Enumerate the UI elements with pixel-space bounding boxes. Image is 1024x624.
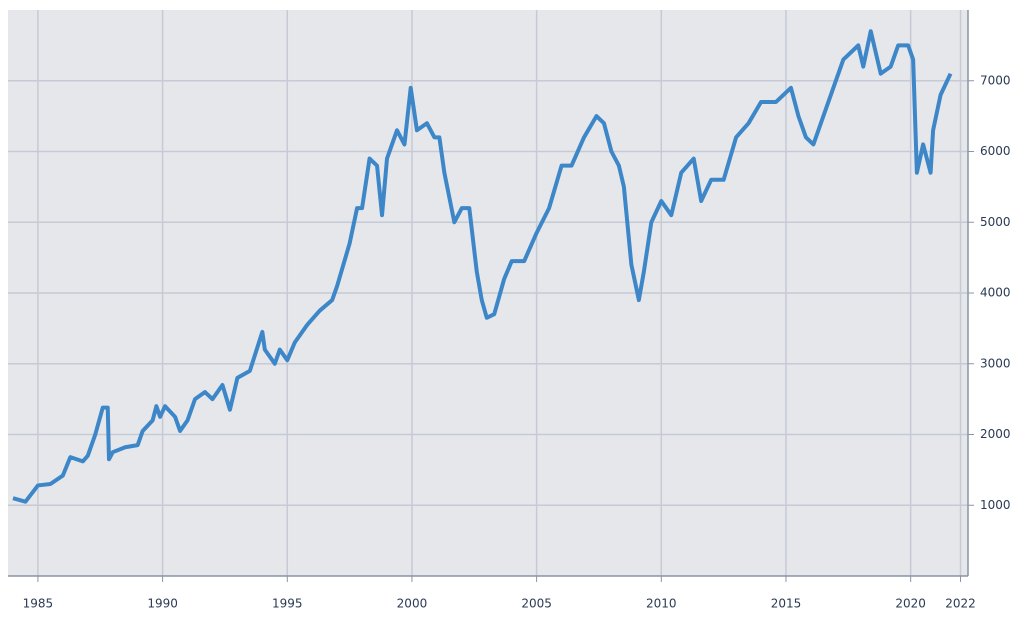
x-tick-label: 2005 xyxy=(521,597,552,611)
y-tick-label: 6000 xyxy=(980,144,1011,158)
x-tick-label: 1985 xyxy=(23,597,54,611)
y-tick-label: 7000 xyxy=(980,73,1011,87)
y-tick-label: 1000 xyxy=(980,498,1011,512)
x-tick-label: 1990 xyxy=(147,597,178,611)
y-tick-label: 2000 xyxy=(980,427,1011,441)
x-tick-label: 1995 xyxy=(272,597,303,611)
x-tick-label: 2000 xyxy=(397,597,428,611)
x-tick-label: 2020 xyxy=(895,597,926,611)
y-tick-label: 4000 xyxy=(980,286,1011,300)
x-tick-label: 2022 xyxy=(945,597,976,611)
data-line xyxy=(12,29,953,504)
y-tick-label: 3000 xyxy=(980,356,1011,370)
x-tick-label: 2010 xyxy=(646,597,677,611)
x-tick-label: 2015 xyxy=(771,597,802,611)
y-tick-label: 5000 xyxy=(980,215,1011,229)
